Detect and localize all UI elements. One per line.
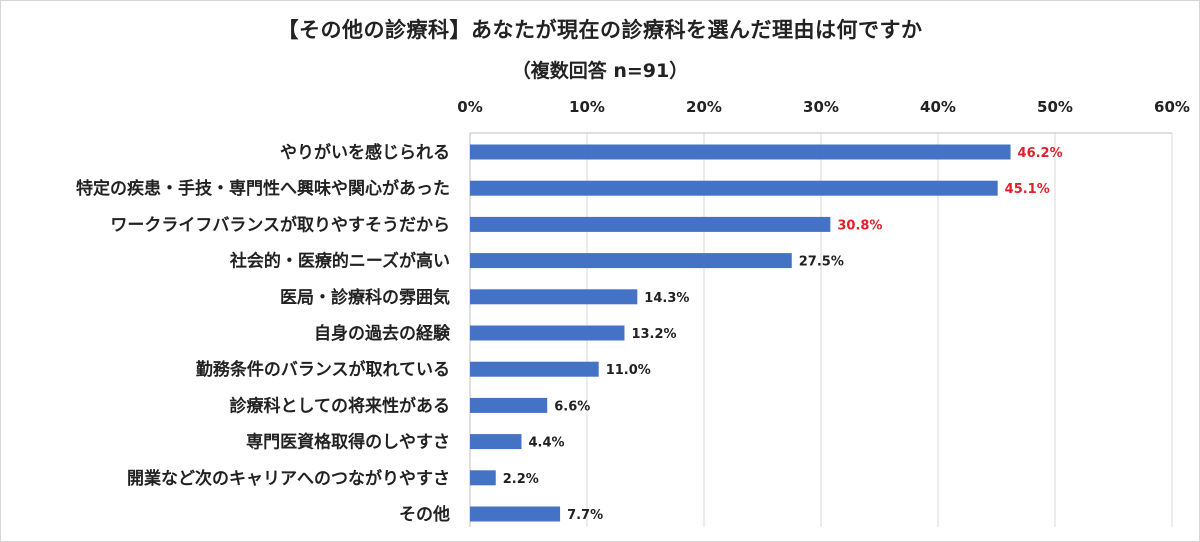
x-tick-label: 50% <box>1037 98 1073 116</box>
bar <box>470 253 792 269</box>
gridlines <box>469 133 1173 527</box>
x-tick-label: 20% <box>686 98 722 116</box>
x-tick-label: 10% <box>569 98 605 116</box>
data-labels: 46.2% 45.1% 30.8% 27.5% 14.3% 13.2% 11.0% 6.6% 4… <box>503 146 1063 523</box>
x-tick-label: 0% <box>457 98 482 116</box>
bar <box>470 325 625 341</box>
category-label: 医局・診療科の雰囲気 <box>280 287 450 308</box>
x-tick-label: 40% <box>920 98 956 116</box>
data-label: 2.2% <box>503 472 539 487</box>
bar <box>470 470 496 486</box>
category-label: 自身の過去の経験 <box>314 323 451 344</box>
x-tick-label: 60% <box>1154 98 1190 116</box>
category-label: 専門医資格取得のしやすさ <box>246 432 450 453</box>
category-label: 勤務条件のバランスが取れている <box>196 359 450 380</box>
chart-subtitle: （複数回答 n=91） <box>511 60 689 82</box>
category-labels: やりがいを感じられる特定の疾患・手技・専門性へ興味や関心があったワークライフバラ… <box>76 142 451 525</box>
category-label: その他 <box>399 504 450 525</box>
bar <box>470 397 548 413</box>
category-label: 開業など次のキャリアへのつながりやすさ <box>127 468 450 489</box>
data-label: 13.2% <box>631 327 676 342</box>
category-label: やりがいを感じられる <box>280 142 450 163</box>
category-label: 社会的・医療的ニーズが高い <box>229 251 450 272</box>
bar <box>470 180 998 196</box>
data-label: 7.7% <box>567 508 603 523</box>
bar <box>470 434 522 450</box>
data-label: 46.2% <box>1018 146 1063 161</box>
chart-title: 【その他の診療科】あなたが現在の診療科を選んだ理由は何ですか <box>277 18 923 42</box>
bar <box>470 361 599 377</box>
data-label: 30.8% <box>837 218 882 233</box>
category-label: ワークライフバランスが取りやすそうだから <box>110 214 450 235</box>
data-label: 11.0% <box>606 363 651 378</box>
data-label: 14.3% <box>644 291 689 306</box>
data-label: 45.1% <box>1005 182 1050 197</box>
data-label: 27.5% <box>799 255 844 270</box>
x-axis-ticks: 0% 10% 20% 30% 40% 50% 60% <box>457 98 1190 134</box>
bar <box>470 506 561 522</box>
bar <box>470 144 1011 160</box>
x-tick-label: 30% <box>803 98 839 116</box>
category-label: 診療科としての将来性がある <box>230 395 451 416</box>
category-label: 特定の疾患・手技・専門性へ興味や関心があった <box>76 178 450 199</box>
bars <box>470 144 1011 522</box>
bar <box>470 216 831 232</box>
data-label: 6.6% <box>554 399 590 414</box>
data-label: 4.4% <box>528 436 564 451</box>
bar <box>470 289 638 305</box>
